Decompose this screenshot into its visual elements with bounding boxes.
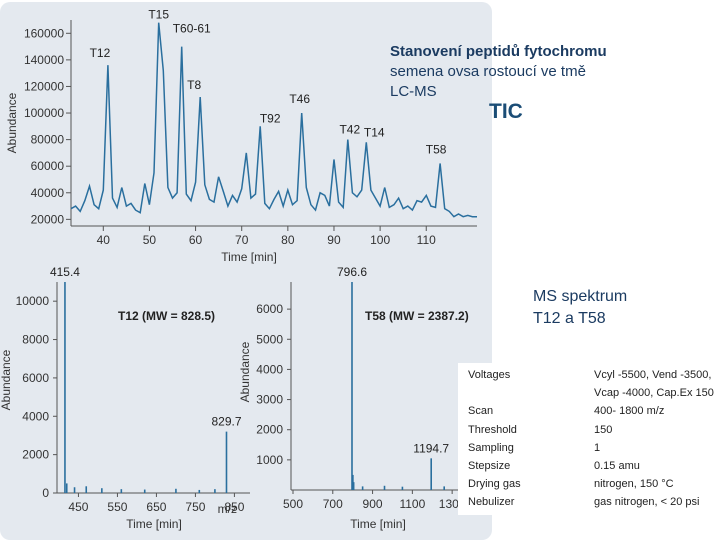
tic-y-tick-label: 140000 <box>24 53 64 67</box>
tic-x-tick-label: 110 <box>417 233 436 247</box>
tic-x-tick-label: 100 <box>370 233 390 247</box>
tic-label: TIC <box>489 100 523 123</box>
ms2-y-tick-label: 3000 <box>256 393 283 407</box>
ms2-y-tick-label: 2000 <box>256 423 283 437</box>
ms2-x-tick-label: 500 <box>283 497 303 511</box>
ms1-y-tick-label: 2000 <box>22 448 49 462</box>
parameter-value: nitrogen, 150 °C <box>594 478 674 491</box>
tic-x-tick-label: 50 <box>143 233 157 247</box>
ms1-title: T12 (MW = 828.5) <box>118 309 215 323</box>
ms1-x-tick-label: 750 <box>185 500 205 514</box>
ms2-peak-label: 1194.7 <box>413 441 449 455</box>
ms1-x-tick-label: 450 <box>68 500 88 514</box>
parameter-name: Scan <box>468 405 494 418</box>
slide-title-line3: LC-MS <box>390 83 437 100</box>
tic-y-tick-label: 20000 <box>31 212 65 226</box>
tic-y-tick-label: 160000 <box>24 26 64 40</box>
tic-series-line <box>70 22 477 218</box>
tic-peak-label: T15 <box>148 8 169 22</box>
ms-spectrum-t12-chart: 0 2000 4000 6000 8000 10000 450 550 650 750 850 4… <box>0 265 250 531</box>
ms-caption-line2: T12 a T58 <box>533 310 606 327</box>
slide-title-line2: semena ovsa rostoucí ve tmě <box>390 63 586 80</box>
slide-title-line1: Stanovení peptidů fytochromu <box>390 43 607 60</box>
tic-peak-label: T14 <box>364 125 385 139</box>
tic-y-tick-label: 60000 <box>31 159 65 173</box>
parameter-name: Threshold <box>468 423 517 436</box>
ms1-x-tick-label: 650 <box>146 500 166 514</box>
parameter-value: Vcap -4000, Cap.Ex 150 <box>594 387 714 400</box>
ms2-x-tick-label: 700 <box>323 497 343 511</box>
ms2-y-tick-label: 5000 <box>256 332 283 346</box>
ms2-title: T58 (MW = 2387.2) <box>365 309 469 323</box>
tic-x-tick-label: 90 <box>327 233 341 247</box>
ms1-y-tick-label: 0 <box>42 486 49 500</box>
ms1-y-tick-label: 4000 <box>22 409 49 423</box>
ms1-y-tick-label: 8000 <box>22 333 49 347</box>
parameter-value: 150 <box>594 423 613 436</box>
tic-x-tick-label: 60 <box>189 233 203 247</box>
parameter-name: Voltages <box>468 369 511 381</box>
parameter-value: 400- 1800 m/z <box>594 405 665 418</box>
tic-peak-label: T12 <box>90 46 111 60</box>
ms2-y-tick-label: 1000 <box>256 453 283 467</box>
ms1-y-tick-label: 6000 <box>22 371 49 385</box>
ms1-peak-label: 415.4 <box>50 265 80 279</box>
tic-chart: 20000 40000 60000 80000 100000 120000 140000 16… <box>5 8 477 264</box>
ms1-peak-label: 829.7 <box>211 415 241 429</box>
tic-peak-label: T92 <box>260 111 281 125</box>
tic-y-tick-label: 40000 <box>31 186 65 200</box>
ms-caption-line1: MS spektrum <box>533 288 628 305</box>
ms1-x-tick-label: 850 <box>224 500 244 514</box>
tic-peak-label: T60-61 <box>173 22 211 36</box>
ms1-y-tick-label: 10000 <box>16 294 50 308</box>
parameter-value: 0.15 amu <box>594 460 640 472</box>
parameter-name: Stepsize <box>468 460 511 472</box>
ms1-x-axis-unit: m/z <box>218 502 237 516</box>
parameter-name: Nebulizer <box>468 496 515 509</box>
tic-peak-label: T46 <box>289 92 310 106</box>
ms1-x-tick-label: 550 <box>107 500 127 514</box>
ms2-y-tick-label: 4000 <box>256 362 283 376</box>
ms1-y-axis-label: Abundance <box>0 349 13 410</box>
ms2-peak-label: 796.6 <box>337 265 367 279</box>
ms1-x-axis-label: Time [min] <box>126 517 182 531</box>
tic-y-tick-label: 120000 <box>24 79 64 93</box>
ms2-x-tick-label: 900 <box>363 497 383 511</box>
chart-panel-background <box>0 2 492 540</box>
parameter-value: Vcyl -5500, Vend -3500, <box>594 369 712 381</box>
ms2-y-tick-label: 6000 <box>256 302 283 316</box>
ms-caption: MS spektrum T12 a T58 <box>533 286 627 330</box>
ms2-y-axis-label: Abundance <box>238 341 252 402</box>
tic-x-axis-label: Time [min] <box>221 250 277 264</box>
tic-peak-label: T42 <box>339 123 360 137</box>
tic-y-tick-label: 80000 <box>31 133 65 147</box>
tic-peak-label: T58 <box>426 143 447 157</box>
ms2-x-axis-label: Time [min] <box>350 517 406 531</box>
parameter-name: Drying gas <box>468 478 521 491</box>
tic-x-tick-label: 40 <box>97 233 111 247</box>
slide-title: Stanovení peptidů fytochromu semena ovsa… <box>390 42 710 102</box>
tic-x-tick-label: 70 <box>235 233 249 247</box>
tic-peak-label: T8 <box>187 78 201 92</box>
tic-x-tick-label: 80 <box>281 233 295 247</box>
parameter-value: 1 <box>594 441 601 454</box>
ms2-x-tick-label: 1100 <box>399 497 425 511</box>
instrument-parameters-table: Voltages Vcyl -5500, Vend -3500, Vcap -400… <box>458 363 720 515</box>
tic-y-tick-label: 100000 <box>24 106 64 120</box>
parameter-name: Sampling <box>468 441 514 454</box>
parameter-value: gas nitrogen, < 20 psi <box>594 496 700 509</box>
tic-y-axis-label: Abundance <box>5 92 19 153</box>
